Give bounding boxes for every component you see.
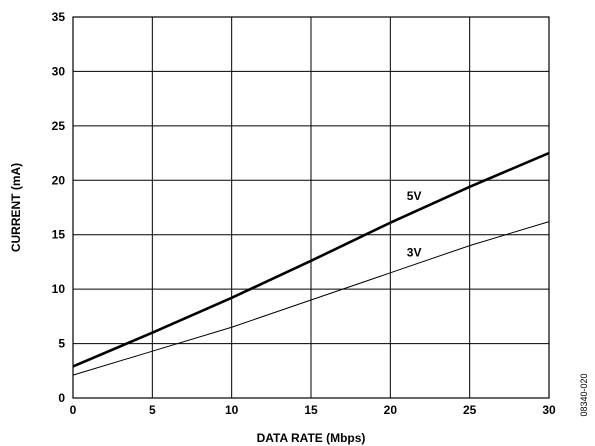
x-tick-label-20: 20 (384, 403, 398, 417)
x-tick-label-5: 5 (149, 403, 156, 417)
y-tick-label-0: 0 (58, 391, 65, 405)
y-tick-label-15: 15 (52, 228, 66, 242)
series-label-3v: 3V (407, 245, 422, 259)
y-tick-label-25: 25 (52, 119, 66, 133)
y-axis-title: CURRENT (mA) (9, 163, 23, 252)
y-tick-label-35: 35 (52, 10, 66, 24)
series-labels: 5V 3V (407, 189, 422, 260)
y-tick-label-10: 10 (52, 282, 66, 296)
y-tick-label-20: 20 (52, 173, 66, 187)
grid (73, 17, 549, 398)
x-tick-label-10: 10 (225, 403, 239, 417)
x-tick-label-0: 0 (70, 403, 77, 417)
x-tick-label-30: 30 (542, 403, 556, 417)
y-tick-label-30: 30 (52, 64, 66, 78)
x-tick-label-25: 25 (463, 403, 477, 417)
x-tick-label-15: 15 (304, 403, 318, 417)
series-label-5v: 5V (407, 189, 422, 203)
figure-id: 08340-020 (579, 373, 589, 416)
x-axis-title: DATA RATE (Mbps) (257, 431, 366, 445)
y-tick-label-5: 5 (58, 337, 65, 351)
